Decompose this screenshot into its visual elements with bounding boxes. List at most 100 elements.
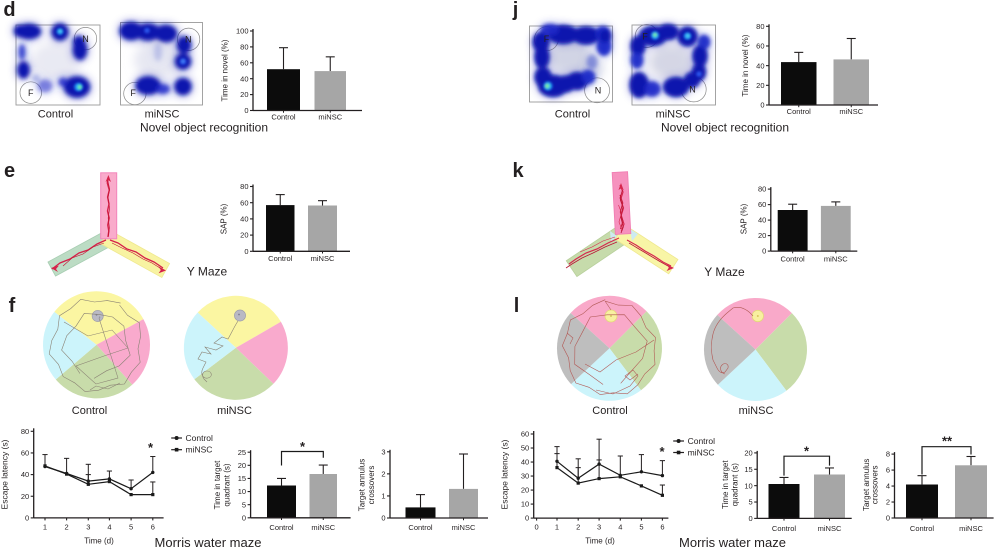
svg-text:l: l — [514, 295, 520, 317]
svg-text:20: 20 — [521, 486, 529, 495]
svg-text:j: j — [512, 0, 519, 21]
svg-text:40: 40 — [240, 74, 248, 83]
svg-text:3: 3 — [597, 523, 601, 532]
svg-text:20: 20 — [238, 461, 246, 470]
svg-text:10: 10 — [744, 481, 752, 490]
svg-text:0: 0 — [762, 247, 766, 256]
svg-text:60: 60 — [756, 42, 764, 51]
svg-text:miNSC: miNSC — [959, 524, 983, 533]
svg-text:0: 0 — [760, 101, 764, 110]
svg-text:miNSC: miNSC — [318, 113, 342, 122]
svg-text:f: f — [9, 295, 16, 317]
svg-text:5: 5 — [639, 523, 643, 532]
svg-text:4: 4 — [618, 523, 622, 532]
svg-text:Control: Control — [592, 405, 627, 417]
svg-text:miNSC: miNSC — [739, 405, 774, 417]
svg-text:60: 60 — [240, 198, 248, 207]
svg-text:5: 5 — [129, 522, 133, 531]
svg-text:quadrant (s): quadrant (s) — [223, 463, 232, 506]
svg-text:Morris water maze: Morris water maze — [679, 535, 786, 550]
svg-text:Control: Control — [38, 109, 73, 121]
svg-text:0: 0 — [242, 513, 246, 522]
svg-text:miNSC: miNSC — [186, 445, 213, 455]
svg-text:miNSC: miNSC — [217, 405, 252, 417]
svg-text:30: 30 — [521, 472, 529, 481]
svg-text:60: 60 — [521, 430, 529, 439]
svg-text:80: 80 — [21, 427, 29, 436]
svg-text:Control: Control — [72, 405, 107, 417]
svg-text:20: 20 — [21, 492, 29, 501]
svg-text:100: 100 — [236, 27, 249, 36]
svg-text:crossovers: crossovers — [871, 465, 880, 504]
svg-text:miNSC: miNSC — [145, 109, 180, 121]
svg-text:25: 25 — [238, 448, 246, 457]
svg-text:Novel object recognition: Novel object recognition — [140, 121, 268, 135]
svg-text:2: 2 — [576, 523, 580, 532]
svg-text:d: d — [3, 0, 15, 21]
svg-text:quadrant (s): quadrant (s) — [731, 463, 740, 506]
svg-text:80: 80 — [758, 185, 766, 194]
svg-text:F: F — [28, 88, 34, 98]
svg-text:Control: Control — [688, 436, 716, 446]
svg-text:60: 60 — [21, 449, 29, 458]
svg-text:miNSC: miNSC — [839, 107, 863, 116]
svg-text:SAP (%): SAP (%) — [220, 203, 229, 234]
svg-text:Y Maze: Y Maze — [187, 265, 228, 279]
svg-text:miNSC: miNSC — [818, 524, 842, 533]
svg-text:1: 1 — [381, 492, 385, 501]
svg-text:20: 20 — [756, 81, 764, 90]
svg-text:Control: Control — [787, 107, 812, 116]
svg-text:*: * — [659, 444, 665, 459]
svg-text:SAP (%): SAP (%) — [740, 203, 749, 234]
svg-text:3: 3 — [381, 447, 385, 456]
svg-text:F: F — [544, 34, 550, 44]
svg-text:Time (d): Time (d) — [585, 537, 615, 546]
svg-text:10: 10 — [238, 487, 246, 496]
svg-text:20: 20 — [758, 231, 766, 240]
svg-text:6: 6 — [660, 523, 664, 532]
svg-text:4: 4 — [107, 522, 111, 531]
svg-text:6: 6 — [151, 522, 155, 531]
svg-text:40: 40 — [521, 458, 529, 467]
svg-text:Control: Control — [186, 433, 214, 443]
svg-text:3: 3 — [86, 522, 90, 531]
svg-text:Y Maze: Y Maze — [704, 265, 745, 279]
svg-text:N: N — [185, 34, 192, 44]
svg-text:Escape latency (s): Escape latency (s) — [0, 439, 10, 509]
svg-text:1: 1 — [43, 522, 47, 531]
svg-text:15: 15 — [744, 465, 752, 474]
svg-text:40: 40 — [240, 215, 248, 224]
svg-text:0: 0 — [749, 514, 753, 523]
svg-text:miNSC: miNSC — [824, 255, 848, 264]
svg-text:Time in target: Time in target — [213, 460, 222, 509]
svg-text:0: 0 — [886, 514, 890, 523]
svg-text:e: e — [4, 160, 15, 182]
svg-text:Escape latency (s): Escape latency (s) — [500, 439, 510, 509]
svg-text:20: 20 — [744, 449, 752, 458]
svg-text:**: ** — [942, 434, 953, 449]
svg-text:F: F — [642, 31, 648, 41]
svg-text:15: 15 — [238, 474, 246, 483]
svg-text:0: 0 — [25, 514, 29, 523]
svg-text:0: 0 — [525, 514, 529, 523]
svg-text:Control: Control — [555, 109, 590, 121]
svg-text:Control: Control — [772, 524, 797, 533]
svg-text:Control: Control — [268, 254, 293, 263]
svg-text:Time in novel (%): Time in novel (%) — [221, 39, 230, 101]
svg-text:Target annulus: Target annulus — [358, 459, 367, 511]
svg-text:Time (d): Time (d) — [84, 537, 114, 546]
svg-text:Target annulus: Target annulus — [862, 459, 871, 511]
svg-text:50: 50 — [521, 444, 529, 453]
svg-text:*: * — [148, 440, 154, 455]
svg-text:80: 80 — [756, 22, 764, 31]
svg-text:Time in novel (%): Time in novel (%) — [741, 34, 750, 96]
svg-text:0: 0 — [244, 247, 248, 256]
svg-text:N: N — [82, 34, 89, 44]
svg-text:80: 80 — [240, 182, 248, 191]
svg-text:miNSC: miNSC — [311, 523, 335, 532]
svg-text:Time in target: Time in target — [721, 460, 730, 509]
svg-text:Control: Control — [271, 113, 296, 122]
svg-text:5: 5 — [242, 500, 246, 509]
svg-text:4: 4 — [886, 482, 890, 491]
svg-text:k: k — [512, 160, 524, 182]
